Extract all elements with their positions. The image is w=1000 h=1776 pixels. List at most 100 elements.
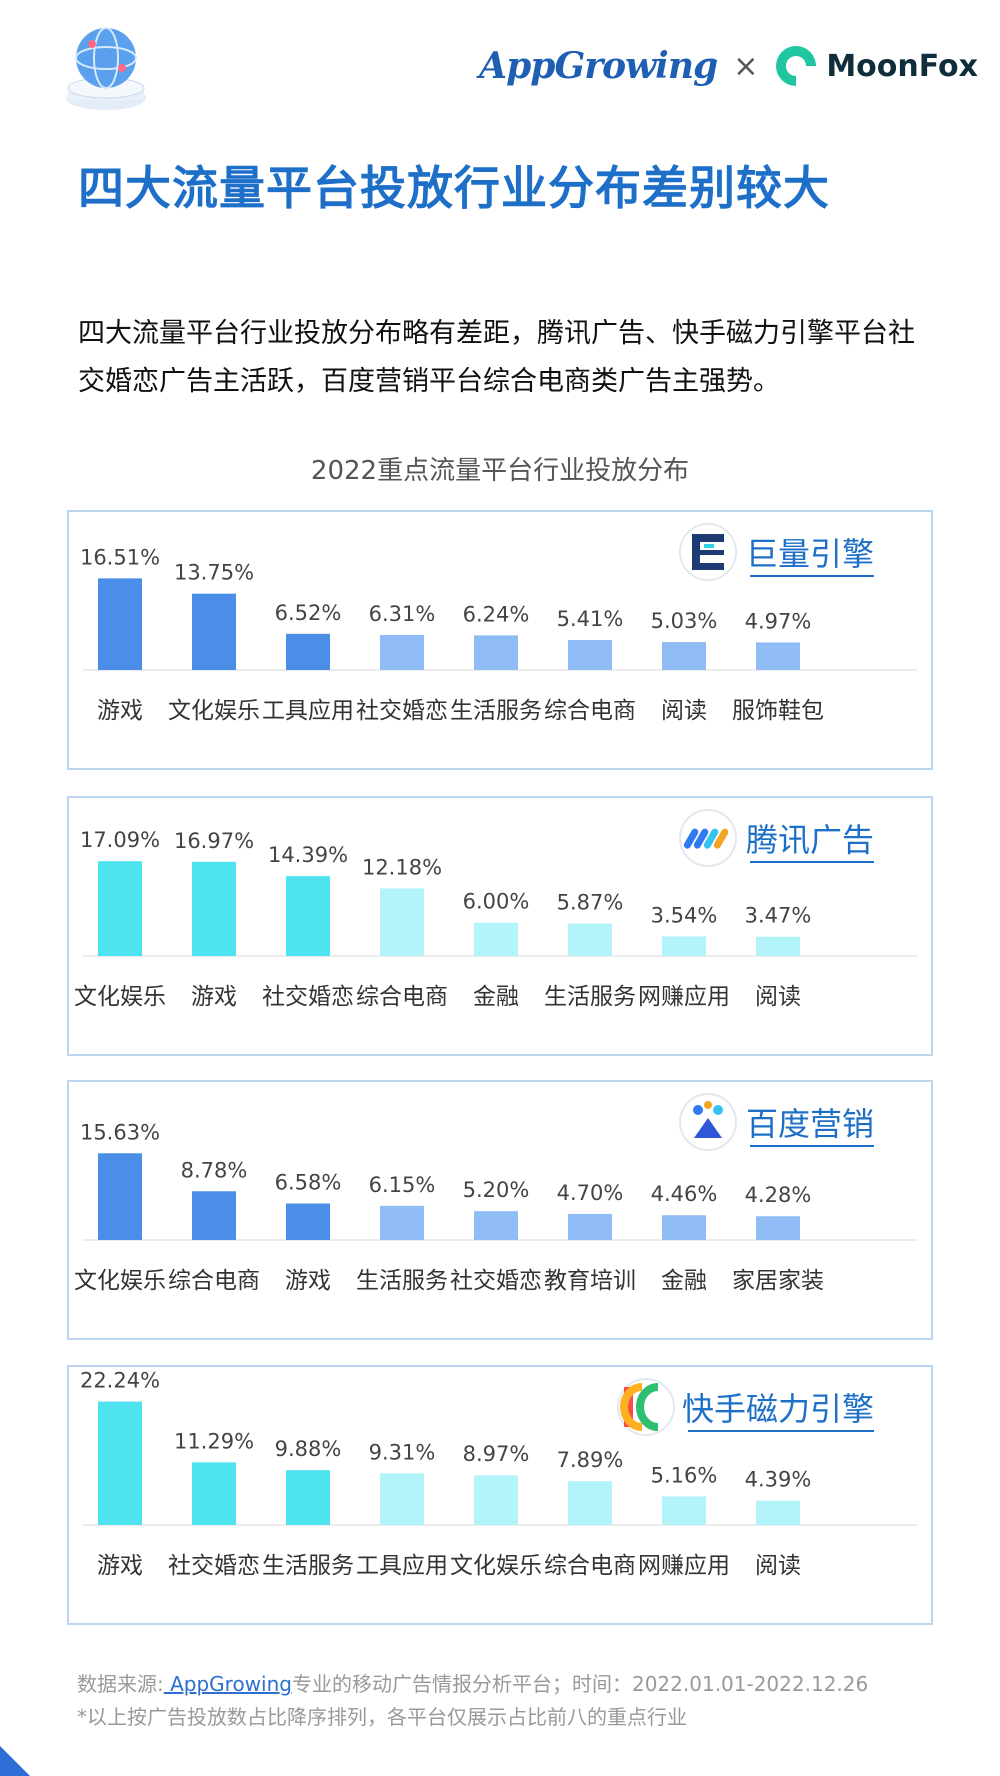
data-label: 4.39% — [745, 1468, 812, 1492]
category-label: 文化娱乐 — [168, 698, 260, 724]
data-label: 8.78% — [181, 1158, 248, 1182]
data-label: 16.97% — [174, 829, 254, 853]
category-label: 金融 — [473, 984, 519, 1010]
bar — [380, 634, 424, 670]
bar — [380, 888, 424, 956]
platform-name: 快手磁力引擎 — [682, 1390, 874, 1428]
moonfox-logo-icon — [776, 46, 817, 86]
category-label: 阅读 — [755, 1553, 801, 1579]
category-label: 生活服务 — [544, 984, 636, 1010]
ranking-note: *以上按广告投放数占比降序排列，各平台仅展示占比前八的重点行业 — [77, 1705, 687, 1729]
header: AppGrowing × MoonFox — [0, 0, 1000, 120]
data-label: 9.31% — [369, 1440, 436, 1464]
category-label: 综合电商 — [168, 1268, 260, 1294]
bar — [568, 1481, 612, 1525]
data-label: 4.97% — [745, 609, 812, 633]
category-label: 综合电商 — [544, 1553, 636, 1579]
platform-name: 腾讯广告 — [746, 821, 874, 859]
source-note: 数据来源: AppGrowing专业的移动广告情报分析平台；时间：2022.01… — [77, 1668, 868, 1697]
category-label: 综合电商 — [544, 698, 636, 724]
category-label: 网赚应用 — [638, 1553, 730, 1579]
brand-logos: AppGrowing × MoonFox — [479, 42, 978, 90]
category-label: 综合电商 — [356, 984, 448, 1010]
bar — [192, 593, 236, 670]
category-label: 文化娱乐 — [74, 984, 166, 1010]
bar-chart: 巨量引擎 16.51% 游戏 13.75% 文化娱乐 6.52% 工具应用 6.31% 社交婚恋… — [67, 510, 933, 1625]
bar — [756, 642, 800, 670]
category-label: 文化娱乐 — [450, 1553, 542, 1579]
data-label: 6.52% — [275, 601, 342, 625]
bar — [756, 936, 800, 956]
data-label: 14.39% — [268, 843, 348, 867]
kuaishou-magnetic-icon — [617, 1378, 675, 1436]
bar — [192, 861, 236, 956]
category-label: 工具应用 — [262, 698, 354, 724]
chart-panel: 腾讯广告 17.09% 文化娱乐 16.97% 游戏 14.39% 社交婚恋 12.18% 综合… — [67, 796, 933, 1056]
chart-panels: 巨量引擎 16.51% 游戏 13.75% 文化娱乐 6.52% 工具应用 6.31% 社交婚恋… — [67, 510, 933, 1640]
data-label: 5.41% — [557, 607, 624, 631]
data-label: 15.63% — [80, 1120, 160, 1144]
chart-panel: 百度营销 15.63% 文化娱乐 8.78% 综合电商 6.58% 游戏 6.15% 生活服务 5… — [67, 1080, 933, 1340]
category-label: 社交婚恋 — [356, 698, 448, 724]
category-label: 游戏 — [97, 1553, 143, 1579]
corner-triangle-icon — [0, 1746, 30, 1776]
bar — [568, 923, 612, 956]
data-label: 4.70% — [557, 1181, 624, 1205]
category-label: 教育培训 — [544, 1268, 636, 1294]
chart-panel: 快手磁力引擎 22.24% 游戏 11.29% 社交婚恋 9.88% 生活服务 9.31% 工具… — [67, 1365, 933, 1625]
data-label: 11.29% — [174, 1429, 254, 1453]
bar — [286, 1470, 330, 1525]
platform-name: 百度营销 — [746, 1105, 874, 1143]
bar — [662, 1215, 706, 1240]
category-label: 游戏 — [191, 984, 237, 1010]
bar — [474, 1475, 518, 1525]
description: 四大流量平台行业投放分布略有差距，腾讯广告、快手磁力引擎平台社交婚恋广告主活跃，… — [78, 318, 915, 397]
category-label: 游戏 — [97, 698, 143, 724]
data-label: 8.97% — [463, 1442, 530, 1466]
appgrowing-logo: AppGrowing — [479, 45, 718, 87]
data-label: 5.87% — [557, 890, 624, 914]
category-label: 阅读 — [755, 984, 801, 1010]
data-label: 5.20% — [463, 1178, 530, 1202]
category-label: 社交婚恋 — [262, 984, 354, 1010]
globe-icon — [66, 27, 146, 110]
bar — [286, 1203, 330, 1240]
category-label: 金融 — [661, 1268, 707, 1294]
data-label: 16.51% — [80, 545, 160, 569]
category-label: 游戏 — [285, 1268, 331, 1294]
chart-title: 2022重点流量平台行业投放分布 — [310, 456, 690, 486]
data-label: 6.31% — [369, 602, 436, 626]
bar — [568, 1213, 612, 1240]
category-label: 家居家装 — [732, 1268, 824, 1294]
category-label: 社交婚恋 — [168, 1553, 260, 1579]
category-label: 生活服务 — [450, 698, 542, 724]
data-label: 5.16% — [651, 1463, 718, 1487]
data-label: 9.88% — [275, 1437, 342, 1461]
bar — [98, 861, 142, 956]
source-suffix: 专业的移动广告情报分析平台；时间：2022.01.01-2022.12.26 — [291, 1672, 869, 1696]
data-label: 6.58% — [275, 1170, 342, 1194]
bar — [662, 1496, 706, 1525]
bar — [474, 1211, 518, 1240]
data-label: 12.18% — [362, 855, 442, 879]
category-label: 阅读 — [661, 698, 707, 724]
data-label: 5.03% — [651, 609, 718, 633]
source-prefix: 数据来源: — [77, 1672, 164, 1696]
data-label: 6.24% — [463, 602, 530, 626]
tencent-ads-icon — [679, 809, 737, 867]
source-link[interactable]: AppGrowing — [163, 1672, 292, 1696]
data-label: 13.75% — [174, 561, 254, 585]
bar — [286, 876, 330, 956]
data-label: 6.15% — [369, 1173, 436, 1197]
panel-frame — [67, 1080, 933, 1340]
bar — [380, 1205, 424, 1240]
bar — [98, 1153, 142, 1240]
platform-name: 巨量引擎 — [746, 535, 874, 573]
data-label: 22.24% — [80, 1369, 160, 1393]
bar — [662, 936, 706, 956]
bar — [98, 578, 142, 670]
bar — [192, 1191, 236, 1240]
category-label: 网赚应用 — [638, 984, 730, 1010]
moonfox-logo: MoonFox — [826, 48, 978, 84]
chart-panel: 巨量引擎 16.51% 游戏 13.75% 文化娱乐 6.52% 工具应用 6.31% 社交婚恋… — [67, 510, 933, 770]
